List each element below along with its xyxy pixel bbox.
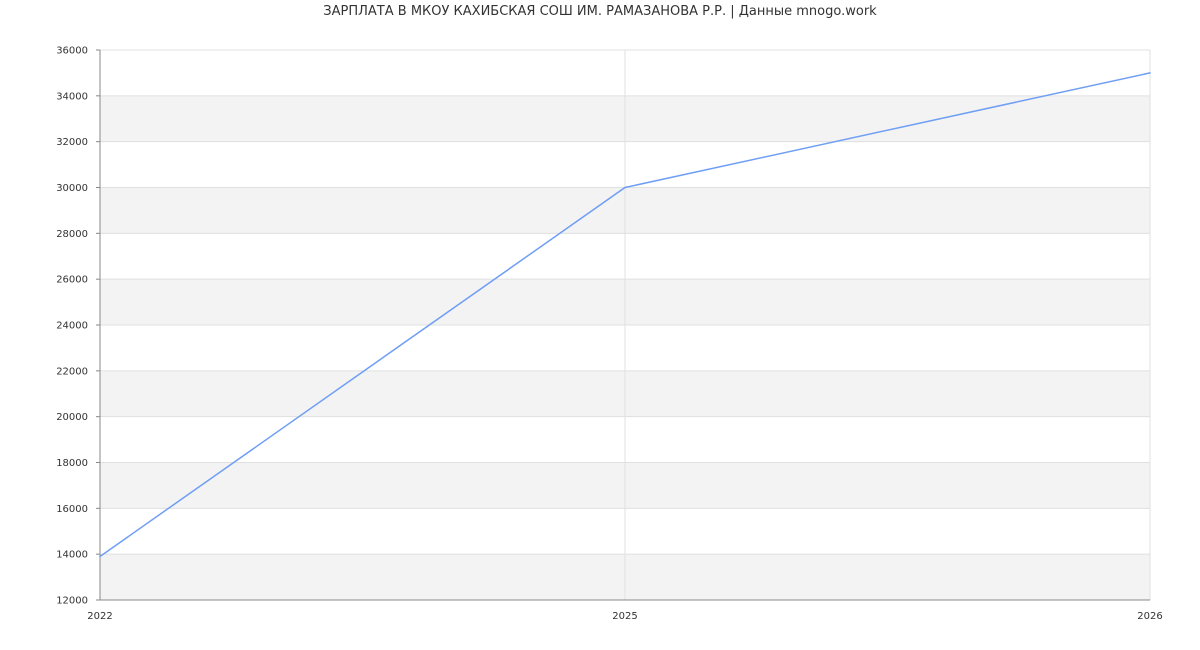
chart-title: ЗАРПЛАТА В МКОУ КАХИБСКАЯ СОШ ИМ. РАМАЗА… [323,4,877,19]
y-tick-label: 20000 [56,412,88,423]
data-point [624,186,626,189]
y-tick-label: 22000 [56,366,88,377]
y-tick-label: 16000 [56,504,88,515]
y-tick-label: 26000 [56,275,88,286]
y-tick-label: 18000 [56,458,88,469]
y-tick-label: 24000 [56,321,88,332]
x-tick-label: 2022 [87,611,112,622]
y-tick-label: 36000 [56,46,88,57]
y-tick-label: 14000 [56,550,88,561]
data-point [1149,72,1151,74]
y-tick-label: 32000 [56,137,88,148]
y-tick-label: 28000 [56,229,88,240]
x-tick-label: 2026 [1137,611,1162,622]
y-tick-label: 12000 [56,596,88,607]
x-tick-label: 2025 [612,611,637,622]
data-point [99,555,101,558]
y-tick-label: 30000 [56,183,88,194]
y-tick-label: 34000 [56,91,88,102]
